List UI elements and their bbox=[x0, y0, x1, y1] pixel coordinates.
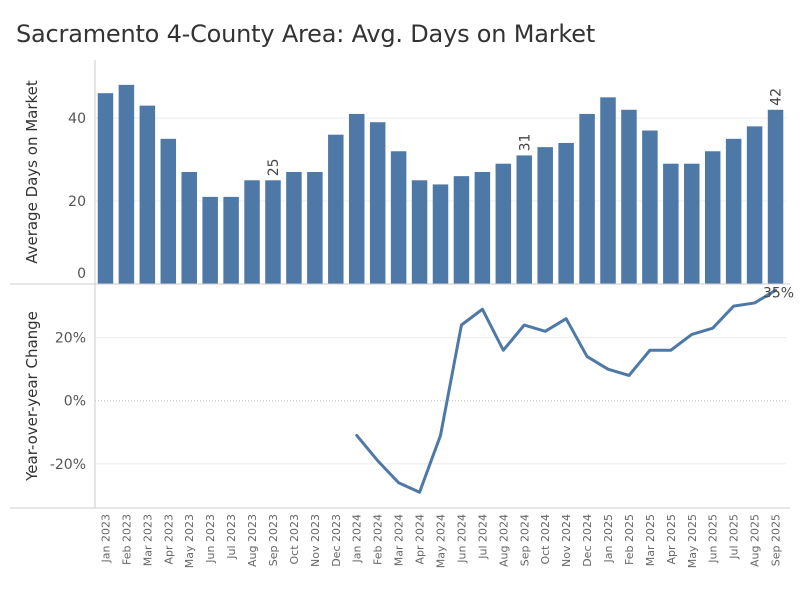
bar[interactable] bbox=[139, 105, 156, 284]
x-tick-label: Sep 2023 bbox=[267, 514, 280, 566]
bar[interactable] bbox=[390, 151, 407, 284]
bar[interactable] bbox=[328, 134, 344, 284]
bar[interactable] bbox=[684, 163, 700, 284]
x-tick-label: Jul 2023 bbox=[225, 514, 238, 560]
x-tick-label: Dec 2024 bbox=[581, 514, 594, 567]
bar[interactable] bbox=[516, 155, 533, 284]
x-tick-label: Sep 2025 bbox=[770, 514, 783, 566]
x-tick-label: Jun 2024 bbox=[455, 514, 468, 564]
bar[interactable] bbox=[244, 180, 260, 284]
line-y-tick-label: -20% bbox=[50, 457, 86, 473]
x-tick-label: Jul 2025 bbox=[728, 514, 741, 560]
line-y-tick-label: 0% bbox=[64, 394, 86, 410]
x-tick-label: Feb 2023 bbox=[120, 514, 133, 565]
x-axis: Jan 2023 Feb 2023 Mar 2023 Apr 2023 May 2023… bbox=[10, 60, 790, 568]
yoy-line-chart-panel: -20% 0% 20% 35% Year-over-year Change bbox=[23, 285, 794, 494]
x-tick-label: Nov 2024 bbox=[560, 514, 573, 567]
x-tick-label: Jun 2023 bbox=[204, 514, 217, 564]
x-tick-label: Apr 2024 bbox=[414, 514, 427, 565]
line-y-axis-title: Year-over-year Change bbox=[23, 311, 41, 482]
x-tick-label: Feb 2025 bbox=[623, 514, 636, 565]
bar[interactable] bbox=[432, 184, 449, 284]
bar[interactable] bbox=[621, 109, 637, 285]
x-tick-label: Aug 2023 bbox=[246, 514, 259, 567]
x-tick-label: Jun 2025 bbox=[707, 514, 720, 564]
bar[interactable] bbox=[663, 163, 679, 284]
bar-y-tick-label: 0 bbox=[77, 266, 86, 282]
x-tick-label: Aug 2025 bbox=[749, 514, 762, 567]
yoy-series-line[interactable] bbox=[355, 288, 778, 494]
x-tick-label: Dec 2023 bbox=[330, 514, 343, 567]
bar[interactable] bbox=[579, 113, 595, 284]
x-tick-label: Nov 2023 bbox=[309, 514, 322, 567]
x-tick-label: Oct 2024 bbox=[539, 514, 552, 565]
x-tick-label: Feb 2024 bbox=[372, 514, 385, 565]
bar-y-tick-label: 20 bbox=[68, 194, 86, 210]
x-tick-label: Mar 2023 bbox=[141, 514, 154, 566]
bar[interactable] bbox=[746, 126, 763, 285]
chart-title: Sacramento 4-County Area: Avg. Days on M… bbox=[16, 20, 596, 48]
x-tick-label: May 2024 bbox=[435, 514, 448, 568]
bar-data-label: 31 bbox=[517, 134, 533, 152]
x-tick-label: Aug 2024 bbox=[497, 514, 510, 567]
x-tick-label: Jan 2023 bbox=[99, 514, 112, 563]
x-tick-label: Mar 2025 bbox=[644, 514, 657, 566]
bar[interactable] bbox=[725, 138, 742, 284]
bar[interactable] bbox=[411, 180, 428, 284]
bar[interactable] bbox=[97, 93, 114, 285]
bar[interactable] bbox=[181, 172, 197, 284]
bar-chart-panel: 0 20 40 25 31 42 Average Days on Market bbox=[23, 80, 786, 285]
bar[interactable] bbox=[369, 122, 386, 284]
x-tick-label: May 2023 bbox=[183, 514, 196, 568]
bar[interactable] bbox=[307, 172, 323, 284]
bar[interactable] bbox=[348, 113, 365, 284]
bar-y-axis-title: Average Days on Market bbox=[23, 80, 41, 264]
x-tick-label: Sep 2024 bbox=[518, 514, 531, 566]
bar[interactable] bbox=[118, 84, 135, 284]
x-tick-label: Jan 2024 bbox=[351, 514, 364, 563]
bar[interactable] bbox=[453, 176, 470, 284]
bar[interactable] bbox=[704, 151, 721, 284]
x-tick-label: Oct 2023 bbox=[288, 514, 301, 565]
bar[interactable] bbox=[767, 109, 784, 285]
x-tick-label: Jul 2024 bbox=[476, 514, 489, 560]
x-tick-label: May 2025 bbox=[686, 514, 699, 568]
bar[interactable] bbox=[600, 97, 616, 284]
x-tick-label: Mar 2024 bbox=[393, 514, 406, 566]
bar-y-tick-label: 40 bbox=[68, 111, 86, 127]
bar[interactable] bbox=[474, 172, 491, 284]
bar-data-label: 42 bbox=[769, 88, 785, 106]
bar[interactable] bbox=[558, 142, 574, 284]
bar[interactable] bbox=[286, 172, 302, 284]
bar[interactable] bbox=[265, 180, 281, 284]
bar[interactable] bbox=[537, 147, 553, 284]
bar[interactable] bbox=[223, 196, 239, 284]
bar[interactable] bbox=[642, 130, 658, 284]
bar-data-label: 25 bbox=[266, 158, 282, 176]
line-data-label: 35% bbox=[763, 285, 794, 301]
bar[interactable] bbox=[160, 138, 177, 284]
line-y-tick-label: 20% bbox=[55, 331, 86, 347]
bar[interactable] bbox=[495, 163, 512, 284]
x-tick-label: Jan 2025 bbox=[602, 514, 615, 563]
x-tick-label: Apr 2023 bbox=[162, 514, 175, 565]
bar[interactable] bbox=[202, 196, 218, 284]
x-tick-label: Apr 2025 bbox=[665, 514, 678, 565]
